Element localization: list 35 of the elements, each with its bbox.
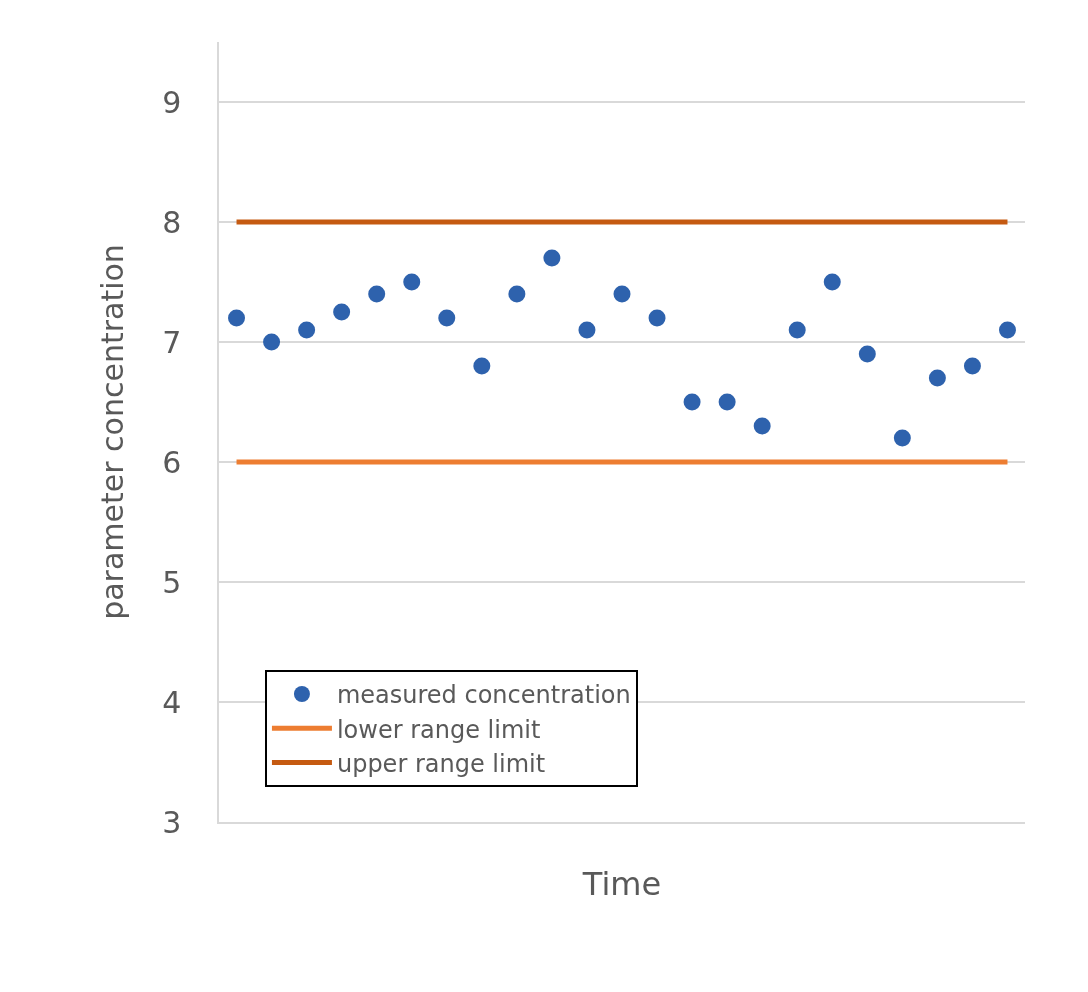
point	[823, 273, 841, 291]
y-tick-label: 8	[162, 204, 182, 240]
y-tick-label: 4	[162, 684, 182, 720]
point	[333, 303, 351, 321]
point	[438, 309, 456, 327]
point	[228, 309, 246, 327]
point	[648, 309, 666, 327]
point	[858, 345, 876, 363]
point	[298, 321, 316, 339]
legend-label: upper range limit	[336, 749, 546, 778]
y-tick-label: 9	[162, 84, 182, 120]
point	[788, 321, 806, 339]
point	[718, 393, 736, 411]
legend-label: lower range limit	[336, 715, 541, 744]
point	[963, 357, 981, 375]
point	[473, 357, 491, 375]
point	[998, 321, 1016, 339]
point	[263, 333, 281, 351]
legend-label: measured concentration	[336, 681, 631, 710]
point	[578, 321, 596, 339]
point	[403, 273, 421, 291]
point	[368, 285, 386, 303]
point	[928, 369, 946, 387]
x-axis-title: Time	[581, 865, 662, 904]
point	[893, 429, 911, 447]
point	[683, 393, 701, 411]
point	[613, 285, 631, 303]
point	[543, 249, 561, 267]
y-tick-label: 3	[162, 804, 182, 840]
y-tick-label: 7	[162, 324, 182, 360]
y-axis-title: parameter concentration	[94, 244, 130, 620]
y-tick-label: 5	[162, 564, 182, 600]
point	[753, 417, 771, 435]
point	[508, 285, 526, 303]
y-tick-label: 6	[162, 444, 182, 480]
